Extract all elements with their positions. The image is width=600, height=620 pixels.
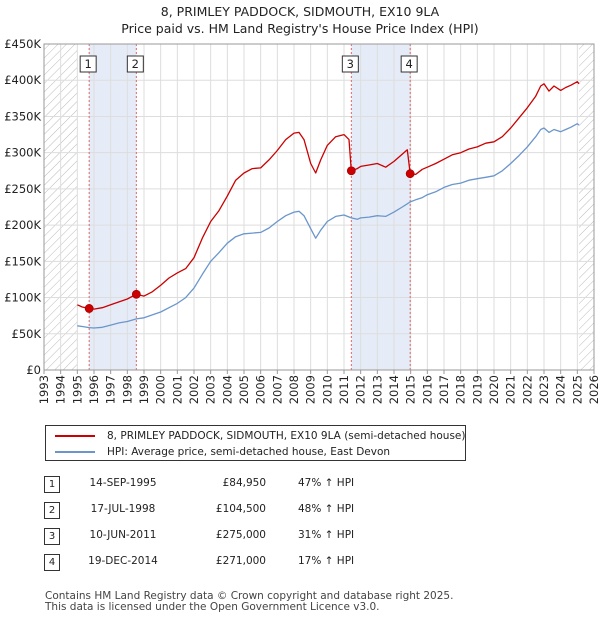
sale-row: 1 14-SEP-1995 £84,950 47% ↑ HPI <box>38 472 438 498</box>
x-tick-label: 2018 <box>454 375 468 404</box>
sale-label-number-4: 4 <box>406 57 413 71</box>
y-tick-label: £400K <box>4 73 41 87</box>
x-tick-label: 2026 <box>587 375 600 404</box>
sale-number-badge: 3 <box>44 528 60 545</box>
x-tick-label: 2020 <box>487 375 501 404</box>
sale-label-box-1 <box>79 55 97 73</box>
x-tick-label: 2012 <box>354 375 368 404</box>
y-tick-label: £350K <box>4 109 41 123</box>
x-tick-label: 2011 <box>337 375 351 404</box>
sale-label-box-4 <box>400 55 418 73</box>
x-tick-label: 2022 <box>520 375 534 404</box>
sale-date: 17-JUL-1998 <box>90 503 156 515</box>
sale-number-badge: 2 <box>44 502 60 519</box>
x-tick-label: 2023 <box>537 375 551 404</box>
y-tick-label: £50K <box>12 327 42 341</box>
x-tick-label: 1994 <box>54 375 68 404</box>
y-tick-label: £300K <box>4 146 41 160</box>
x-tick-label: 2009 <box>304 375 318 404</box>
sale-hpi-change: 31% ↑ HPI <box>298 529 355 541</box>
x-tick-label: 2013 <box>370 375 384 404</box>
footer-copyright: Contains HM Land Registry data © Crown c… <box>45 590 454 602</box>
sale-label-box-2 <box>126 55 144 73</box>
x-tick-label: 2017 <box>437 375 451 404</box>
sale-hpi-change: 48% ↑ HPI <box>298 503 355 515</box>
x-tick-label: 2006 <box>254 375 268 404</box>
x-tick-label: 2002 <box>187 375 201 404</box>
x-tick-label: 2004 <box>220 375 234 404</box>
sales-table: 1 14-SEP-1995 £84,950 47% ↑ HPI 2 17-JUL… <box>38 472 438 576</box>
sale-price: £104,500 <box>215 503 266 515</box>
sale-labels: 1 2 3 4 <box>79 55 418 73</box>
x-tick-label: 2001 <box>170 375 184 404</box>
footer-licence: This data is licensed under the Open Gov… <box>45 601 380 613</box>
x-tick-label: 2016 <box>420 375 434 404</box>
sale-dot-3 <box>346 166 356 176</box>
chart-title-line2: Price paid vs. HM Land Registry's House … <box>121 21 479 36</box>
legend-swatch-property <box>55 435 95 437</box>
x-tick-label: 1995 <box>70 375 84 404</box>
x-tick-label: 2003 <box>204 375 218 404</box>
x-tick-label: 1998 <box>120 375 134 404</box>
x-tick-label: 2014 <box>387 375 401 404</box>
y-tick-label: £200K <box>4 218 41 232</box>
x-tick-label: 2007 <box>270 375 284 404</box>
sale-number-badge: 1 <box>44 476 60 493</box>
x-tick-label: 2000 <box>154 375 168 404</box>
x-tick-label: 2024 <box>554 375 568 404</box>
legend: 8, PRIMLEY PADDOCK, SIDMOUTH, EX10 9LA (… <box>45 425 466 461</box>
property-series-line <box>77 81 580 310</box>
plot-frame <box>43 43 595 371</box>
y-tick-label: £150K <box>4 254 41 268</box>
chart-title-line1: 8, PRIMLEY PADDOCK, SIDMOUTH, EX10 9LA <box>160 4 440 19</box>
x-tick-label: 2021 <box>504 375 518 404</box>
legend-swatch-hpi <box>55 451 95 453</box>
sale-price: £271,000 <box>215 555 266 567</box>
hatched-period <box>579 44 594 370</box>
sale-price: £275,000 <box>215 529 266 541</box>
sale-hpi-change: 17% ↑ HPI <box>298 555 355 567</box>
sale-number-badge: 4 <box>44 554 60 571</box>
sale-hpi-change: 47% ↑ HPI <box>298 477 355 489</box>
sale-date: 19-DEC-2014 <box>88 555 158 567</box>
sale-date: 10-JUN-2011 <box>89 529 157 541</box>
sale-label-number-1: 1 <box>85 57 92 71</box>
sale-dot-1 <box>84 304 94 313</box>
sale-label-number-2: 2 <box>132 57 139 71</box>
series-lines <box>77 81 580 329</box>
x-tick-label: 1993 <box>37 375 51 404</box>
sale-date: 14-SEP-1995 <box>89 477 157 489</box>
sale-row: 4 19-DEC-2014 £271,000 17% ↑ HPI <box>38 550 438 576</box>
price-chart: £0 £50K £100K £150K £200K £250K £300K £350K £400… <box>4 37 600 404</box>
x-tick-label: 2008 <box>287 375 301 404</box>
hpi-series-line <box>77 123 580 329</box>
y-tick-label: £0 <box>26 363 41 377</box>
sale-dot-2 <box>131 289 141 299</box>
x-tick-label: 2015 <box>404 375 418 404</box>
x-tick-label: 1999 <box>137 375 151 404</box>
shaded-period <box>89 44 137 370</box>
axes: £0 £50K £100K £150K £200K £250K £300K £350K £400… <box>4 37 600 404</box>
x-tick-label: 2019 <box>470 375 484 404</box>
legend-label-hpi: HPI: Average price, semi-detached house,… <box>107 446 391 458</box>
y-tick-label: £450K <box>4 37 41 51</box>
sale-row: 3 10-JUN-2011 £275,000 31% ↑ HPI <box>38 524 438 550</box>
sale-dot-4 <box>405 169 415 179</box>
legend-label-property: 8, PRIMLEY PADDOCK, SIDMOUTH, EX10 9LA (… <box>107 430 466 442</box>
x-tick-label: 2010 <box>320 375 334 404</box>
y-tick-label: £250K <box>4 182 41 196</box>
x-tick-label: 1997 <box>104 375 118 404</box>
y-tick-label: £100K <box>4 291 41 305</box>
sale-dots <box>84 166 415 313</box>
sale-price: £84,950 <box>222 477 266 489</box>
sale-row: 2 17-JUL-1998 £104,500 48% ↑ HPI <box>38 498 438 524</box>
sale-label-number-3: 3 <box>347 57 354 71</box>
footer: Contains HM Land Registry data © Crown c… <box>45 591 453 613</box>
chart-title: 8, PRIMLEY PADDOCK, SIDMOUTH, EX10 9LA P… <box>0 3 600 37</box>
sale-label-box-3 <box>341 55 359 73</box>
x-tick-label: 1996 <box>87 375 101 404</box>
x-tick-label: 2005 <box>237 375 251 404</box>
x-tick-label: 2025 <box>570 375 584 404</box>
